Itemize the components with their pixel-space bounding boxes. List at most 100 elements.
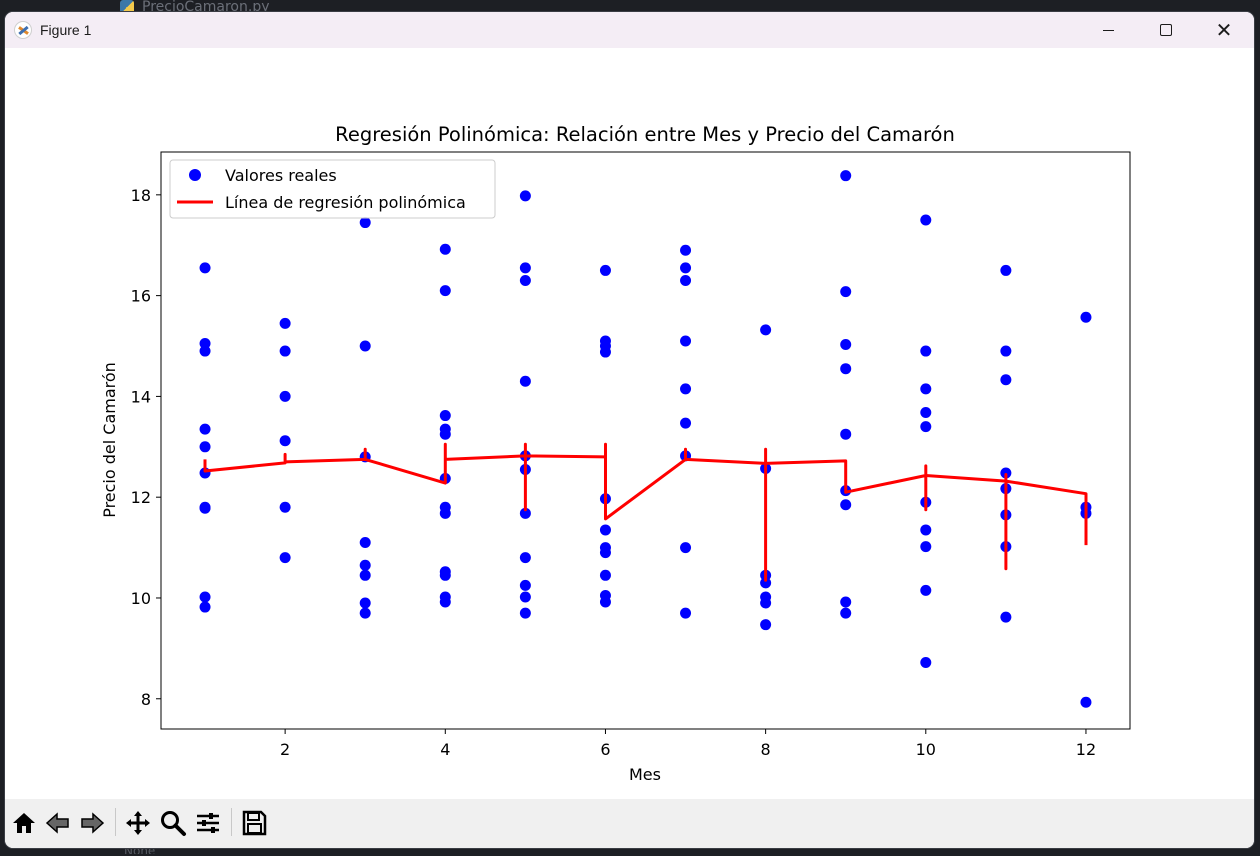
matplotlib-icon [14,21,32,39]
back-icon [45,812,69,834]
scatter-point [519,607,531,619]
scatter-point [680,607,692,619]
scatter-point [599,596,611,608]
scatter-point [359,559,371,571]
forward-button[interactable] [76,807,108,839]
scatter-point [519,552,531,564]
pan-button[interactable] [122,807,154,839]
scatter-point [279,501,291,513]
scatter-point [760,577,772,589]
scatter-point [199,423,211,435]
legend-scatter-label: Valores reales [225,166,337,185]
close-button[interactable]: ✕ [1195,12,1253,48]
y-tick-label: 12 [131,488,151,507]
home-button[interactable] [8,807,40,839]
scatter-point [680,383,692,395]
y-tick-label: 8 [141,690,151,709]
python-file-icon [120,0,134,14]
zoom-icon [161,811,186,836]
scatter-point [920,383,932,395]
save-button[interactable] [238,807,270,839]
scatter-point [359,217,371,229]
x-tick-label: 12 [1076,740,1096,759]
figure-canvas[interactable]: Regresión Polinómica: Relación entre Mes… [5,48,1254,799]
scatter-point [920,407,932,419]
scatter-point [680,417,692,429]
scatter-point [599,346,611,358]
x-tick-label: 2 [280,740,290,759]
scatter-point [920,345,932,357]
zoom-button[interactable] [157,807,189,839]
figure-window: Figure 1 ✕ Regresión Polinómica: Relació… [5,12,1254,848]
scatter-point [760,597,772,609]
scatter-point [680,542,692,554]
maximize-button[interactable] [1137,12,1195,48]
navigation-toolbar [5,799,1254,848]
forward-icon [81,812,105,834]
chart-title: Regresión Polinómica: Relación entre Mes… [335,123,955,146]
scatter-point [359,569,371,581]
scatter-point [1000,264,1012,276]
y-tick-label: 14 [131,387,151,406]
scatter-point [920,656,932,668]
maximize-icon [1160,24,1172,36]
scatter-point [279,552,291,564]
scatter-point [920,421,932,433]
scatter-point [519,507,531,519]
scatter-point [359,607,371,619]
scatter-point [920,214,932,226]
scatter-series [199,170,1092,708]
legend-box [169,159,496,219]
scatter-point [279,317,291,329]
scatter-point [1000,345,1012,357]
configure-subplots-button[interactable] [192,807,224,839]
legend: Valores reales Línea de regresión polinó… [169,159,496,219]
scatter-point [439,569,451,581]
scatter-point [1080,311,1092,323]
legend-line-label: Línea de regresión polinómica [225,193,466,212]
scatter-point [519,579,531,591]
background-text: None [124,844,156,854]
pan-icon [126,811,150,835]
editor-tab-label: PrecioCamaron.py [142,0,270,14]
scatter-point [519,262,531,274]
scatter-point [1000,611,1012,623]
scatter-point [439,285,451,297]
scatter-point [680,275,692,287]
scatter-point [840,339,852,351]
x-tick-label: 10 [916,740,936,759]
y-tick-label: 18 [131,186,151,205]
scatter-point [519,591,531,603]
legend-scatter-marker [189,169,201,181]
scatter-point [199,591,211,603]
scatter-point [599,524,611,536]
background-editor-tab: PrecioCamaron.py [120,0,300,14]
scatter-point [439,507,451,519]
close-icon: ✕ [1215,18,1233,42]
scatter-point [199,502,211,514]
regression-line [203,442,1088,582]
scatter-point [199,441,211,453]
window-title: Figure 1 [40,22,92,38]
scatter-point [599,547,611,559]
scatter-point [439,428,451,440]
scatter-point [279,345,291,357]
home-icon [13,813,35,833]
save-icon [242,810,267,836]
scatter-point [840,170,852,182]
scatter-point [199,262,211,274]
minimize-icon [1102,29,1114,31]
scatter-point [840,499,852,511]
y-axis-label: Precio del Camarón [100,362,119,518]
scatter-point [599,264,611,276]
y-axis: 8 10 12 14 16 18 [131,186,161,709]
x-axis: 2 4 6 8 10 12 [280,729,1096,759]
scatter-point [840,596,852,608]
scatter-point [279,435,291,447]
toolbar-separator [115,808,116,836]
back-button[interactable] [42,807,74,839]
toolbar-separator [231,808,232,836]
scatter-point [680,262,692,274]
minimize-button[interactable] [1079,12,1137,48]
x-tick-label: 4 [440,740,450,759]
